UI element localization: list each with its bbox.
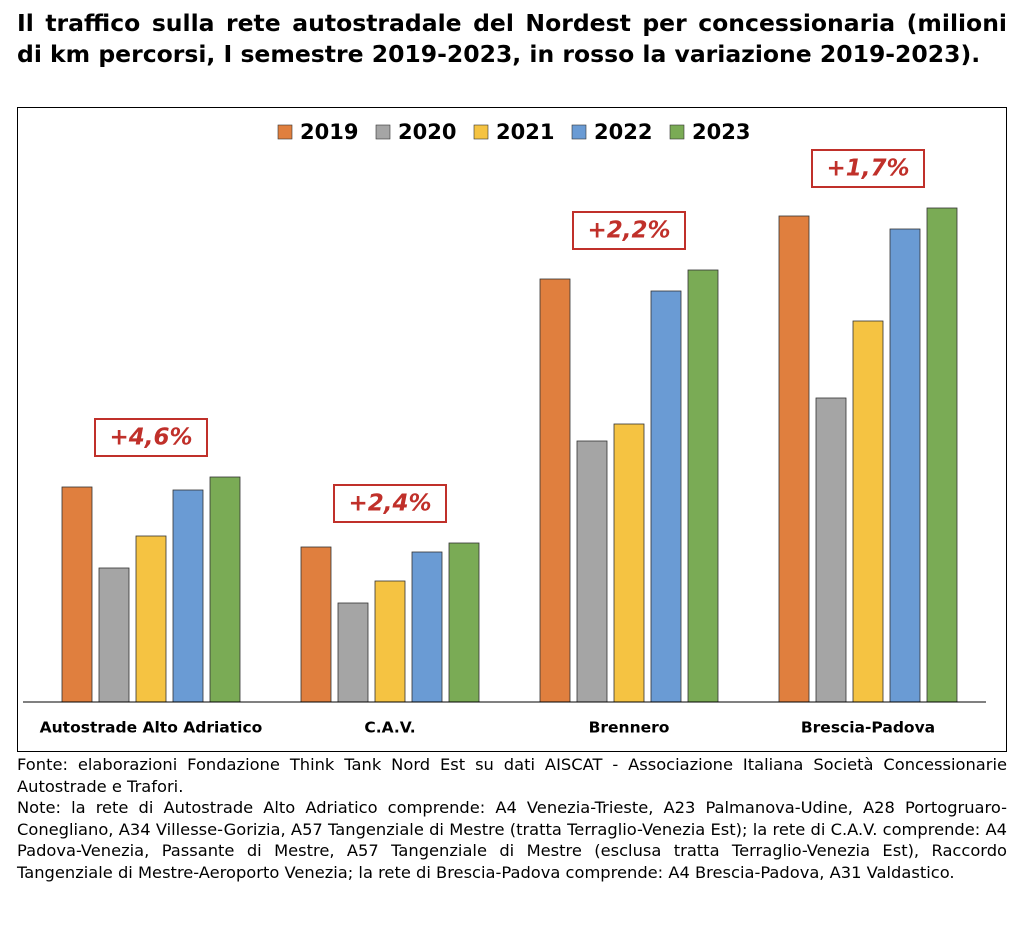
- legend-swatch: [375, 124, 391, 140]
- x-tick-label: C.A.V.: [364, 719, 415, 737]
- chart-title: Il traffico sulla rete autostradale del …: [17, 9, 1007, 68]
- bar: [852, 320, 884, 703]
- chart: 2019 2020 2021 2022 2023 Autostrade Alto Adri…: [17, 107, 1007, 752]
- annotation-box: [811, 149, 925, 188]
- annotation-box: [94, 418, 208, 457]
- bar: [448, 542, 480, 703]
- x-tick-label: Autostrade Alto Adriatico: [40, 719, 263, 737]
- x-tick-label: Brennero: [589, 719, 670, 737]
- annotation-box: [572, 211, 686, 250]
- bar: [815, 397, 847, 703]
- bar: [300, 546, 332, 703]
- annotation: +2,2%: [587, 218, 670, 244]
- bar: [778, 215, 810, 703]
- bar: [98, 567, 130, 703]
- legend-label: 2022: [594, 120, 652, 144]
- legend-swatch: [669, 124, 685, 140]
- bar: [926, 207, 958, 703]
- annotation-box: [333, 484, 447, 523]
- annotation: +4,6%: [109, 425, 192, 451]
- legend-swatch: [473, 124, 489, 140]
- notes: Note: la rete di Autostrade Alto Adriati…: [17, 798, 1007, 882]
- bar: [337, 602, 369, 703]
- bar: [576, 440, 608, 703]
- bar: [61, 486, 93, 703]
- annotation: +2,4%: [348, 491, 431, 517]
- x-tick-label: Brescia-Padova: [801, 719, 935, 737]
- bar: [613, 423, 645, 703]
- legend-swatch: [571, 124, 587, 140]
- bar: [172, 489, 204, 703]
- legend-label: 2021: [496, 120, 554, 144]
- bar: [374, 580, 406, 703]
- source: Fonte: elaborazioni Fondazione Think Tan…: [17, 755, 1007, 796]
- bar: [135, 535, 167, 703]
- bar: [889, 228, 921, 703]
- bar: [539, 278, 571, 703]
- bar: [687, 269, 719, 703]
- bar: [411, 551, 443, 703]
- annotation: +1,7%: [826, 156, 909, 182]
- legend-label: 2019: [300, 120, 358, 144]
- footnotes: Fonte: elaborazioni Fondazione Think Tan…: [17, 754, 1007, 883]
- bar: [209, 476, 241, 703]
- legend-label: 2023: [692, 120, 750, 144]
- legend-label: 2020: [398, 120, 456, 144]
- bar: [650, 290, 682, 703]
- legend-swatch: [277, 124, 293, 140]
